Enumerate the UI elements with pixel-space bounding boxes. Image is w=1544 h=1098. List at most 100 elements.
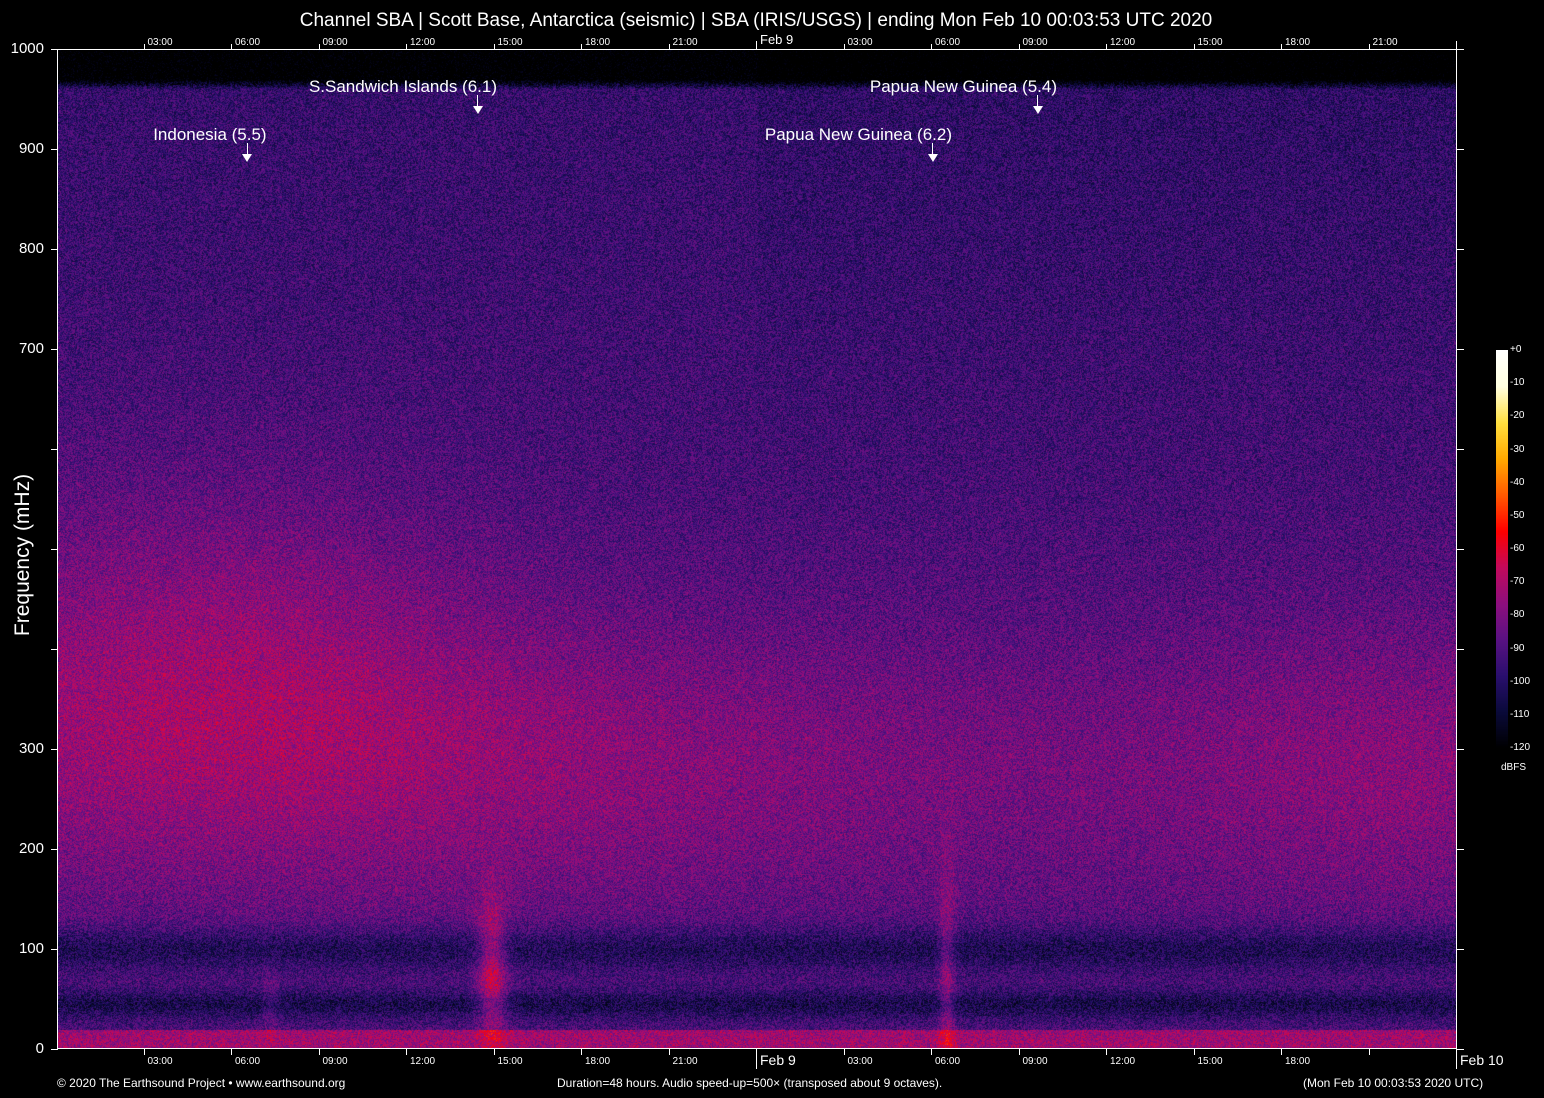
x-tick-label-bottom: 18:00 bbox=[585, 1056, 611, 1067]
y-tick-left bbox=[51, 249, 58, 250]
y-tick-label: 0 bbox=[35, 1040, 44, 1057]
x-tick-bottom bbox=[1018, 1049, 1020, 1055]
y-tick-label: 800 bbox=[18, 240, 44, 257]
x-tick-top bbox=[756, 41, 757, 49]
x-tick-bottom bbox=[581, 1049, 582, 1055]
y-tick-left bbox=[51, 949, 58, 950]
y-tick-label: 1000 bbox=[10, 40, 44, 57]
x-tick-label-top: 12:00 bbox=[410, 37, 436, 48]
colorbar-tick-label: -90 bbox=[1510, 642, 1525, 654]
y-tick-right bbox=[1457, 149, 1464, 150]
x-tick-label-bottom: 21:00 bbox=[672, 1056, 698, 1067]
colorbar-tick-label: -110 bbox=[1510, 708, 1530, 720]
y-tick-left bbox=[51, 349, 58, 350]
x-tick-top bbox=[406, 44, 407, 49]
y-tick-left bbox=[51, 449, 58, 450]
colorbar-tick-label: -60 bbox=[1510, 543, 1525, 554]
footer-copyright: © 2020 The Earthsound Project • www.eart… bbox=[57, 1076, 346, 1090]
event-arrow bbox=[932, 143, 933, 155]
x-tick-bottom bbox=[843, 1049, 845, 1055]
x-tick-bottom bbox=[1368, 1049, 1370, 1055]
colorbar-tick-label: -50 bbox=[1510, 509, 1525, 521]
event-arrow bbox=[246, 143, 248, 155]
x-tick-label-bottom: 09:00 bbox=[1022, 1056, 1048, 1067]
x-tick-label-bottom: Feb 10 bbox=[1460, 1052, 1504, 1068]
y-tick-right bbox=[1457, 849, 1464, 850]
y-tick-label: 300 bbox=[18, 740, 44, 757]
y-tick-label: 700 bbox=[18, 340, 44, 357]
colorbar-tick-label: -120 bbox=[1510, 742, 1531, 753]
x-tick-label-bottom: 12:00 bbox=[1110, 1056, 1136, 1067]
x-tick-top bbox=[581, 44, 582, 49]
x-tick-label-bottom: 18:00 bbox=[1285, 1056, 1311, 1067]
x-tick-top bbox=[931, 44, 932, 49]
colorbar-label: dBFS bbox=[1501, 762, 1527, 773]
event-arrowhead bbox=[1032, 106, 1043, 114]
y-tick-left bbox=[51, 749, 58, 750]
x-tick-top bbox=[843, 44, 845, 49]
x-tick-label-top: 03:00 bbox=[147, 37, 173, 48]
y-tick-right bbox=[1457, 949, 1464, 950]
x-tick-bottom bbox=[1281, 1049, 1282, 1055]
y-tick-right bbox=[1457, 249, 1464, 250]
x-tick-bottom bbox=[493, 1049, 495, 1055]
x-tick-label-top: 06:00 bbox=[935, 37, 961, 48]
x-tick-label-top: 06:00 bbox=[235, 37, 261, 48]
x-tick-top bbox=[1368, 44, 1370, 49]
colorbar-tick-label: -30 bbox=[1510, 443, 1525, 455]
x-tick-label-bottom: 12:00 bbox=[410, 1056, 436, 1067]
x-tick-label-bottom: 15:00 bbox=[497, 1056, 523, 1067]
x-tick-label-top: 09:00 bbox=[1022, 37, 1048, 48]
x-tick-label-top: 21:00 bbox=[1372, 37, 1398, 48]
x-tick-top bbox=[1018, 44, 1020, 49]
event-label: Indonesia (5.5) bbox=[153, 125, 267, 144]
x-tick-top bbox=[143, 44, 145, 49]
event-arrowhead bbox=[242, 154, 253, 162]
x-tick-label-bottom: 03:00 bbox=[147, 1056, 173, 1067]
x-tick-label-bottom: Feb 9 bbox=[760, 1052, 796, 1068]
y-tick-right bbox=[1457, 1049, 1464, 1050]
y-tick-left bbox=[51, 1049, 58, 1050]
colorbar-tick-label: -10 bbox=[1510, 377, 1525, 389]
x-tick-label-top: 09:00 bbox=[322, 37, 348, 48]
y-tick-left bbox=[51, 849, 58, 850]
x-tick-label-bottom: 06:00 bbox=[935, 1056, 961, 1067]
x-tick-label-top: 03:00 bbox=[847, 37, 873, 48]
x-tick-label-bottom: 09:00 bbox=[322, 1056, 348, 1067]
spectrogram-heatmap bbox=[57, 49, 1457, 1049]
x-tick-top bbox=[1281, 44, 1282, 49]
x-tick-top bbox=[668, 44, 670, 49]
x-tick-top bbox=[231, 44, 232, 49]
footer-duration: Duration=48 hours. Audio speed-up=500× (… bbox=[557, 1076, 943, 1090]
x-tick-bottom bbox=[1193, 1049, 1195, 1055]
x-tick-bottom bbox=[231, 1049, 232, 1055]
event-arrowhead bbox=[927, 154, 938, 162]
colorbar bbox=[1496, 350, 1508, 748]
x-tick-bottom bbox=[1106, 1049, 1107, 1055]
colorbar-tick-label: -100 bbox=[1510, 675, 1531, 687]
x-tick-label-top: Feb 9 bbox=[760, 32, 794, 47]
y-tick-right bbox=[1457, 349, 1464, 350]
y-tick-left bbox=[51, 149, 58, 150]
x-tick-top bbox=[318, 44, 320, 49]
y-tick-label: 100 bbox=[18, 940, 44, 957]
x-tick-label-bottom: 03:00 bbox=[847, 1056, 873, 1067]
y-tick-right bbox=[1457, 749, 1464, 750]
x-tick-label-top: 18:00 bbox=[585, 37, 611, 48]
chart-title: Channel SBA | Scott Base, Antarctica (se… bbox=[299, 10, 1213, 31]
y-tick-left bbox=[51, 49, 58, 50]
y-tick-left bbox=[51, 549, 58, 550]
event-arrow bbox=[477, 95, 478, 107]
x-tick-bottom bbox=[756, 1049, 757, 1069]
y-axis-label: Frequency (mHz) bbox=[11, 473, 34, 637]
y-tick-right bbox=[1457, 549, 1464, 550]
colorbar-tick-label: +0 bbox=[1510, 344, 1522, 355]
x-tick-label-top: 18:00 bbox=[1285, 37, 1311, 48]
event-label: S.Sandwich Islands (6.1) bbox=[308, 77, 497, 96]
x-tick-label-top: 15:00 bbox=[1197, 37, 1223, 48]
x-tick-label-top: 12:00 bbox=[1110, 37, 1136, 48]
x-tick-top bbox=[1106, 44, 1107, 49]
x-tick-top bbox=[1456, 41, 1457, 49]
event-arrow bbox=[1037, 95, 1038, 107]
y-tick-right bbox=[1457, 49, 1464, 50]
